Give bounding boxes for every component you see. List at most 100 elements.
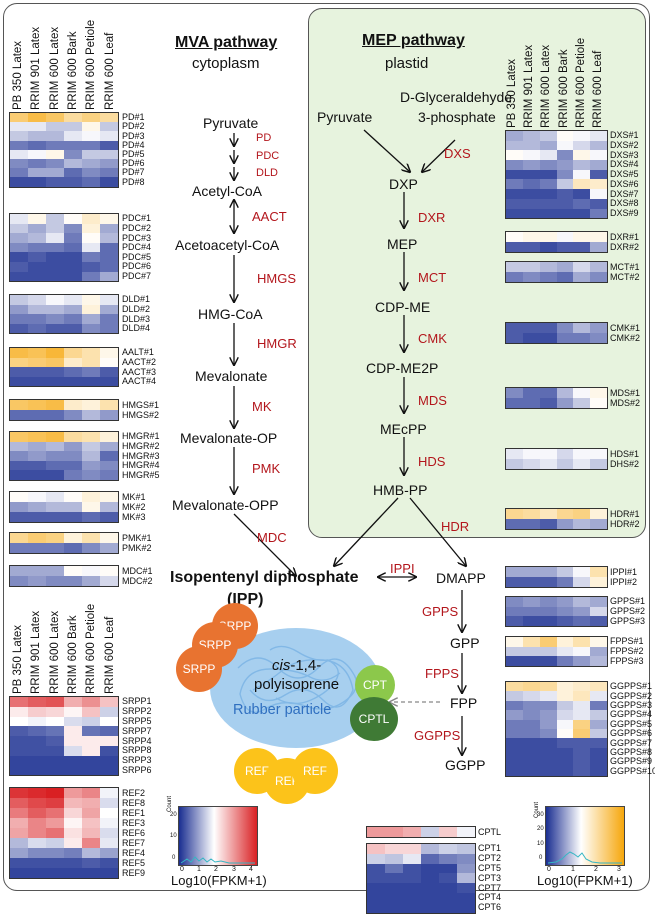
heatmap-cell [10,314,28,324]
heatmap-cell [100,755,118,766]
heatmap-row-label: DXS#6 [610,178,639,189]
heatmap-cell [64,122,82,132]
heatmap-cell [590,738,607,748]
heatmap-row-label: REF3 [122,817,146,828]
heatmap-cell [522,150,540,161]
heatmap-cell [28,323,46,334]
heatmap-pd [9,112,119,188]
heatmap-cell [64,261,82,272]
heatmap-cell [522,232,540,242]
heatmap-cell [573,323,591,333]
heatmap-row-label: DXR#2 [610,241,640,252]
heatmap-cell [573,719,591,729]
legend-red-histogram [180,856,255,864]
heatmap-cell [556,747,574,758]
heatmap-cell [28,131,46,141]
heatmap-cell [64,697,82,707]
heatmap-cpt [366,843,476,914]
heatmap-row-label: REF6 [122,827,146,838]
heatmap-cell [590,656,607,666]
heatmap-cell [82,543,100,553]
heatmap-cell [46,755,64,766]
heatmap-cell [590,160,607,170]
ref-ball-label: REF [245,764,269,778]
heatmap-cell [590,398,607,408]
polyisoprene-line1: cis-1,4- [272,658,321,673]
metabolite-gpp: GPP [450,635,480,651]
heatmap-cell [82,533,100,543]
heatmap-cell [82,765,100,776]
heatmap-cell [506,198,523,209]
heatmap-cell [46,242,64,253]
heatmap-cell [421,892,439,903]
legend-red-count: Count [167,795,173,812]
heatmap-srpp [9,696,119,777]
heatmap-cell [10,158,28,169]
heatmap-cell [556,179,574,190]
legend-red-xtick-1: 1 [197,866,201,873]
heatmap-cell [506,323,523,333]
heatmap-cell [403,844,421,854]
heatmap-cell [46,848,64,858]
heatmap-row-label: REF5 [122,857,146,868]
metabolite-mep: MEP [387,236,418,252]
heatmap-row-label: SRPP6 [122,765,152,775]
heatmap-cell [100,168,118,178]
heatmap-cell [64,745,82,756]
heatmap-cell [522,262,540,272]
heatmap-cell [100,357,118,368]
heatmap-row-label: GGPPS#4 [610,709,653,720]
heatmap-cell [28,838,46,848]
heatmap-cell [10,765,28,776]
heatmap-cell [82,122,100,132]
heatmap-cell [46,357,64,368]
heatmap-cell [64,566,82,576]
heatmap-cell [10,706,28,717]
heatmap-cell [522,656,540,666]
heatmap-row-label: GPPS#2 [610,605,646,616]
heatmap-cell [46,252,64,262]
heatmap-cell [573,208,591,219]
heatmap-cell [10,502,28,512]
heatmap-cell [28,149,46,159]
enzyme-ggpps: GGPPS [414,728,461,743]
heatmap-cell [522,519,540,529]
legend-orange-xtick-3: 3 [617,866,621,873]
heatmap-row-label: AACT#2 [122,356,157,367]
heatmap-cell [385,863,403,874]
heatmap-cell [556,691,574,701]
legend-orange-ytick-0: 0 [539,855,543,861]
heatmap-cell [539,682,557,692]
heatmap-cell [10,745,28,756]
heatmap-cell [573,198,591,209]
heatmap-cell [506,597,523,607]
heatmap-cell [539,189,557,199]
heatmap-cell [64,214,82,224]
heatmap-row-label: GGPPS#2 [610,690,653,701]
heatmap-row-label: REF7 [122,837,146,848]
heatmap-cell [28,533,46,543]
heatmap-cell [573,747,591,758]
heatmap-cell [506,179,523,190]
heatmap-cell [539,179,557,190]
heatmap-cell [590,637,607,647]
heatmap-cell [506,757,523,767]
heatmap-row-label: SRPP5 [122,716,152,726]
heatmap-cell [590,691,607,701]
heatmap-cell [10,543,28,553]
heatmap-cell [64,367,82,377]
heatmap-cell [100,214,118,224]
heatmap-cell [590,710,607,720]
heatmap-cell [573,519,591,529]
heatmap-row-label: REF8 [122,797,146,808]
heatmap-cell [590,567,607,577]
heatmap-cell [539,656,557,666]
heatmap-cell [403,873,421,884]
heatmap-cell [539,519,557,529]
heatmap-cell [539,459,557,469]
heatmap-cell [573,757,591,767]
heatmap-hmgs [9,399,119,421]
heatmap-cell [367,873,385,884]
heatmap-cell [10,798,28,808]
